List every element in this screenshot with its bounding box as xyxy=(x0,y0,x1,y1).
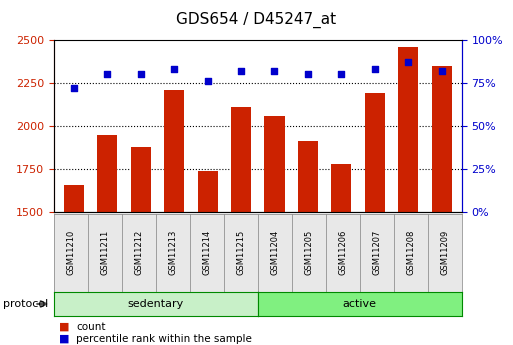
Point xyxy=(136,71,145,77)
Point xyxy=(204,78,212,84)
Text: GDS654 / D45247_at: GDS654 / D45247_at xyxy=(176,12,337,28)
Text: GSM11205: GSM11205 xyxy=(304,230,313,275)
Bar xyxy=(231,107,251,345)
Text: GSM11210: GSM11210 xyxy=(66,230,75,275)
Text: GSM11214: GSM11214 xyxy=(202,230,211,275)
Bar xyxy=(398,47,418,345)
Bar xyxy=(331,164,351,345)
Text: GSM11208: GSM11208 xyxy=(406,230,415,275)
Point xyxy=(70,85,78,91)
Bar xyxy=(64,185,84,345)
Bar xyxy=(97,135,117,345)
Text: count: count xyxy=(76,322,106,332)
Bar xyxy=(298,141,318,345)
Point xyxy=(170,66,179,72)
Point xyxy=(304,71,312,77)
Point xyxy=(371,66,379,72)
Text: GSM11212: GSM11212 xyxy=(134,230,143,275)
Point xyxy=(337,71,345,77)
Text: GSM11209: GSM11209 xyxy=(440,230,449,275)
Text: active: active xyxy=(343,299,377,309)
Text: GSM11207: GSM11207 xyxy=(372,230,381,275)
Bar xyxy=(431,66,451,345)
Text: protocol: protocol xyxy=(3,299,48,309)
Text: GSM11206: GSM11206 xyxy=(338,230,347,275)
Bar xyxy=(164,90,184,345)
Point xyxy=(404,59,412,65)
Text: GSM11215: GSM11215 xyxy=(236,230,245,275)
Text: sedentary: sedentary xyxy=(128,299,184,309)
Text: percentile rank within the sample: percentile rank within the sample xyxy=(76,334,252,344)
Text: ■: ■ xyxy=(59,322,69,332)
Text: GSM11213: GSM11213 xyxy=(168,230,177,275)
Point xyxy=(270,68,279,73)
Text: GSM11211: GSM11211 xyxy=(101,230,109,275)
Point xyxy=(237,68,245,73)
Bar xyxy=(131,147,151,345)
Bar xyxy=(365,93,385,345)
Point xyxy=(438,68,446,73)
Point xyxy=(103,71,111,77)
Bar xyxy=(198,171,218,345)
Text: ■: ■ xyxy=(59,334,69,344)
Text: GSM11204: GSM11204 xyxy=(270,230,279,275)
Bar xyxy=(265,116,285,345)
